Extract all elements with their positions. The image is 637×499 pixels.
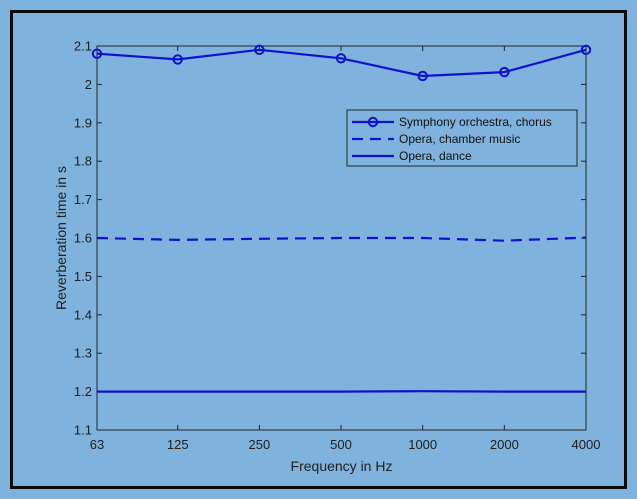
series-1-point xyxy=(417,70,428,82)
series-1-point xyxy=(580,44,592,56)
y-tick-label: 2 xyxy=(85,77,92,92)
y-tick-label: 1.2 xyxy=(74,384,92,399)
series-1-point xyxy=(499,66,510,78)
legend-label-1: Symphony orchestra, chorus xyxy=(399,115,552,129)
legend: Symphony orchestra, chorus Opera, chamber… xyxy=(346,109,578,167)
x-tick-label: 4000 xyxy=(572,437,601,452)
x-tick-label: 2000 xyxy=(490,437,519,452)
x-axis-title: Frequency in Hz xyxy=(291,458,393,474)
y-tick-label: 1.4 xyxy=(74,307,92,322)
y-tick-label: 1.9 xyxy=(74,115,92,130)
legend-label-3: Opera, dance xyxy=(399,149,472,163)
x-tick-label: 125 xyxy=(167,437,189,452)
y-tick-label: 1.5 xyxy=(74,269,92,284)
legend-marker xyxy=(367,116,379,128)
x-tick-label: 250 xyxy=(249,437,271,452)
y-tick-label: 1.6 xyxy=(74,231,92,246)
x-tick-label: 500 xyxy=(330,437,352,452)
x-tick-label: 1000 xyxy=(408,437,437,452)
series-1-point xyxy=(91,48,103,59)
series-line-2 xyxy=(96,236,587,242)
y-tick-label: 1.7 xyxy=(74,192,92,207)
y-axis-title: Reverberation time in s xyxy=(53,166,69,310)
y-tick-label: 2.1 xyxy=(74,39,92,54)
series-1-point xyxy=(172,54,183,65)
x-tick-label: 63 xyxy=(90,437,104,452)
series-1-point xyxy=(254,44,265,56)
series-line-1 xyxy=(96,48,587,78)
series-1-point xyxy=(335,53,347,64)
y-tick-label: 1.3 xyxy=(74,346,92,361)
y-tick-label: 1.1 xyxy=(74,423,92,438)
y-tick-label: 1.8 xyxy=(74,154,92,169)
legend-label-2: Opera, chamber music xyxy=(399,132,520,146)
